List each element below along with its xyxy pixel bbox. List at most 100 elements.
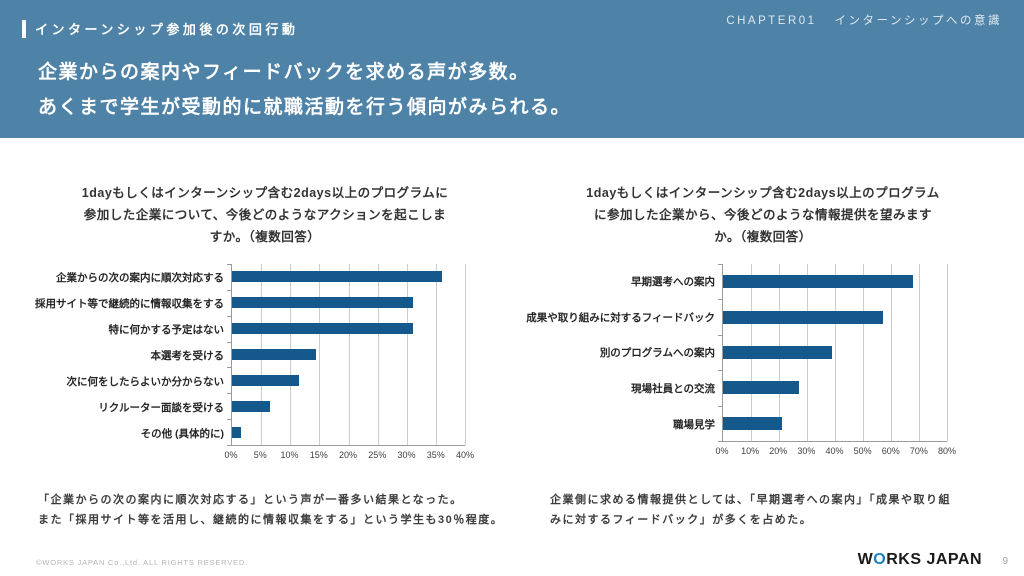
x-tick-label: 60% (881, 446, 900, 456)
right-chart-title-line-3: か。（複数回答） (714, 230, 812, 244)
category-label: 早期選考への案内 (631, 276, 715, 289)
x-tick-label: 5% (253, 450, 267, 460)
logo-accent-o: O (873, 551, 887, 568)
category-label: 次に何をしたらよいか分からない (66, 375, 225, 388)
x-tick-label: 25% (368, 450, 387, 460)
bar (723, 346, 833, 360)
gridline (348, 264, 350, 445)
gridline (891, 264, 892, 441)
bar (232, 271, 442, 283)
x-tick-label: 20% (769, 446, 788, 456)
bar-rows (723, 264, 947, 441)
headline-line-1: 企業からの案内やフィードバックを求める声が多数。 (38, 62, 530, 83)
gridline (863, 264, 864, 441)
category-label: 特に何かする予定はない (108, 323, 225, 336)
category-axis-tick (718, 370, 722, 372)
section-title-row: インターンシップ参加後の次回行動 (22, 19, 298, 38)
gridline (406, 264, 408, 445)
category-axis-tick (718, 334, 722, 336)
x-tick-label: 10% (741, 446, 760, 456)
category-label: 職場見学 (673, 418, 715, 431)
gridline (947, 264, 948, 441)
category-axis-tick (227, 445, 231, 446)
bar (723, 275, 914, 289)
right-caption-line-2: みに対するフィードバック」が多くを占めた。 (550, 514, 813, 526)
bar (723, 381, 799, 395)
x-tick-label: 15% (309, 450, 328, 460)
bar (232, 349, 317, 360)
category-label: その他 (具体的に) (140, 427, 224, 440)
bar-row (723, 264, 947, 299)
category-label: 採用サイト等で継続的に情報収集をする (35, 297, 224, 310)
x-tick-label: 40% (455, 450, 475, 460)
bar (723, 416, 782, 430)
left-caption-line-1: 「企業からの次の案内に順次対応する」という声が一番多い結果となった。 (38, 494, 463, 506)
gridline (465, 264, 466, 445)
category-axis-tick (227, 341, 231, 343)
category-label: リクルーター面談を受ける (98, 401, 224, 414)
x-tick-label: 70% (909, 446, 928, 456)
right-chart-title-line-2: に参加した企業から、今後どのような情報提供を望みます (593, 208, 932, 222)
right-chart-panel: 1dayもしくはインターンシップ含む2days以上のプログラム に参加した企業か… (526, 168, 998, 526)
right-bar-chart: 早期選考への案内 成果や取り組みに対するフィードバック 別のプログラムへの案内 現場社… (526, 264, 998, 442)
left-chart-plot-area (227, 264, 466, 446)
page-number: 9 (1002, 556, 1008, 567)
left-chart-title-line-1: 1dayもしくはインターンシップ含む2days以上のプログラムに (81, 186, 449, 200)
x-tick-label: 50% (853, 446, 872, 456)
chapter-title: インターンシップへの意識 (834, 15, 1002, 27)
category-axis-tick (718, 441, 722, 442)
x-tick-label: 0% (224, 450, 238, 460)
category-axis-tick (227, 264, 231, 265)
x-tick-label: 20% (338, 450, 358, 460)
left-chart-title: 1dayもしくはインターンシップ含む2days以上のプログラムに 参加した企業に… (30, 182, 500, 248)
category-axis-tick (227, 393, 231, 395)
category-axis-tick (227, 289, 231, 291)
bar-rows (232, 264, 465, 445)
header-band: インターンシップ参加後の次回行動 CHAPTER01 インターンシップへの意識 企… (0, 0, 1024, 138)
left-chart-panel: 1dayもしくはインターンシップ含む2days以上のプログラムに 参加した企業に… (30, 168, 502, 526)
bar-row (723, 299, 947, 334)
x-tick-label: 35% (426, 450, 445, 460)
chapter-label: CHAPTER01 インターンシップへの意識 (726, 12, 1002, 28)
bar-row (723, 335, 947, 370)
bar-row (232, 290, 465, 316)
bar-row (232, 393, 465, 419)
x-tick-label: 10% (280, 450, 299, 460)
left-bar-chart: 企業からの次の案内に順次対応する採用サイト等で継続的に情報収集をする特に何かする… (30, 264, 500, 446)
copyright-text: ©WORKS JAPAN Co.,Ltd. ALL RIGHTS RESERVE… (36, 558, 248, 567)
bar (232, 426, 241, 438)
bar (723, 310, 883, 324)
bar (232, 323, 413, 335)
right-chart-category-labels: 早期選考への案内 成果や取り組みに対するフィードバック 別のプログラムへの案内 現場社… (526, 264, 722, 442)
x-tick-label: 30% (397, 450, 416, 460)
right-chart-title-line-1: 1dayもしくはインターンシップ含む2days以上のプログラム (586, 186, 940, 200)
bar-row (232, 316, 465, 342)
bar-row (232, 264, 465, 290)
bar-row (232, 342, 465, 368)
gridline (435, 264, 437, 445)
headline: 企業からの案内やフィードバックを求める声が多数。 あくまで学生が受動的に就職活動… (38, 55, 571, 125)
right-chart-title: 1dayもしくはインターンシップ含む2days以上のプログラム に参加した企業か… (528, 182, 998, 248)
logo-part1: W (857, 551, 874, 568)
category-axis-tick (227, 367, 231, 369)
category-label: 本選考を受ける (150, 349, 225, 362)
logo-part2: RKS JAPAN (886, 551, 982, 568)
gridline (919, 264, 920, 441)
x-tick-label: 40% (825, 446, 844, 456)
x-tick-label: 80% (937, 446, 957, 456)
section-label: インターンシップ参加後の次回行動 (35, 22, 299, 37)
left-chart-title-line-3: すか。（複数回答） (209, 230, 321, 244)
bar-row (232, 367, 465, 393)
category-axis-tick (227, 419, 231, 421)
category-axis-tick (718, 264, 722, 265)
category-label: 別のプログラムへの案内 (599, 347, 715, 360)
category-axis-tick (718, 405, 722, 407)
chapter-number: CHAPTER01 (726, 15, 817, 27)
works-japan-logo: WORKS JAPAN (858, 551, 982, 569)
category-label: 企業からの次の案内に順次対応する (56, 271, 224, 284)
left-chart-category-labels: 企業からの次の案内に順次対応する採用サイト等で継続的に情報収集をする特に何かする… (30, 264, 231, 446)
left-chart-x-axis: 0% 5% 10% 15% 20% 25% 30% 35% 40% (224, 446, 485, 462)
headline-line-2: あくまで学生が受動的に就職活動を行う傾向がみられる。 (38, 97, 572, 118)
x-tick-label: 0% (715, 446, 729, 456)
